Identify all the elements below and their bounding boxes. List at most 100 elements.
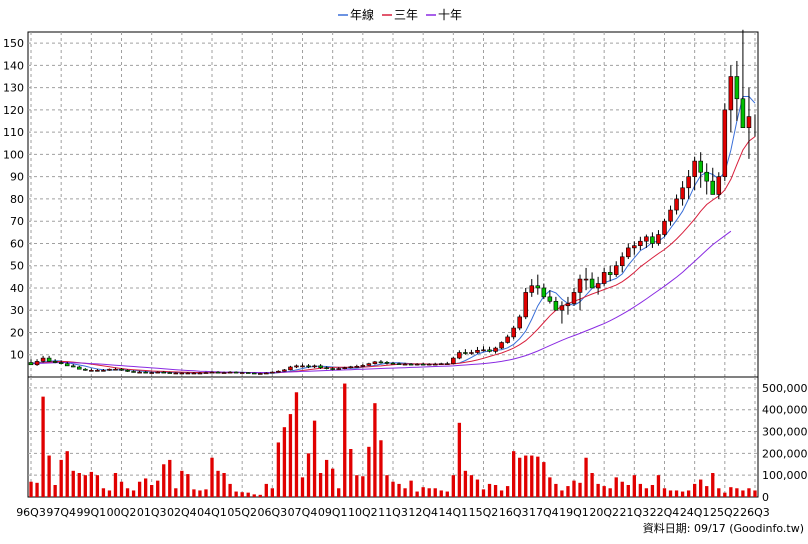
x-tick-label: 04Q1 bbox=[197, 506, 227, 519]
candle-body bbox=[487, 349, 492, 352]
candle-body bbox=[143, 371, 148, 374]
x-tick-label: 99Q1 bbox=[77, 506, 107, 519]
candle-body bbox=[505, 336, 510, 343]
volume-bar bbox=[89, 471, 94, 497]
x-tick-label: 12Q4 bbox=[408, 506, 438, 519]
volume-bar bbox=[493, 485, 498, 497]
candle-body bbox=[710, 180, 716, 195]
candle-body bbox=[426, 363, 432, 366]
volume-bar bbox=[125, 488, 130, 497]
volume-bar bbox=[210, 457, 214, 497]
candle-body bbox=[432, 363, 438, 366]
candle-body bbox=[740, 98, 746, 129]
volume-bar bbox=[596, 483, 600, 497]
volume-bar bbox=[614, 477, 618, 497]
x-axis: 96Q3 97Q4 99Q1 00Q2 01Q3 02Q4 04Q1 05Q2 06Q3 07Q4… bbox=[16, 506, 770, 519]
x-tick-label: 02Q4 bbox=[167, 506, 197, 519]
volume-bar bbox=[391, 481, 395, 497]
candle-body bbox=[644, 236, 649, 242]
volume-bar bbox=[234, 491, 238, 497]
volume-bar bbox=[409, 480, 413, 497]
candle-body bbox=[300, 365, 305, 368]
x-tick-label: 14Q1 bbox=[439, 506, 469, 519]
volume-bar bbox=[674, 490, 679, 497]
price-plot-area bbox=[27, 31, 759, 378]
price-y-tick-label: 40 bbox=[10, 282, 24, 295]
volume-bar bbox=[258, 494, 262, 497]
candle-body bbox=[83, 368, 88, 371]
x-tick-label: 25Q2 bbox=[710, 506, 740, 519]
volume-bar bbox=[228, 483, 232, 497]
volume-bar bbox=[717, 488, 721, 497]
volume-bar bbox=[723, 492, 727, 497]
candle-body bbox=[674, 198, 679, 211]
candle-body bbox=[282, 369, 287, 372]
x-tick-label: 06Q3 bbox=[258, 506, 288, 519]
candle-body bbox=[463, 352, 468, 354]
candle-body bbox=[354, 366, 360, 368]
volume-bar bbox=[397, 483, 401, 497]
volume-bar bbox=[83, 475, 87, 497]
candle-body bbox=[619, 256, 625, 267]
candle-body bbox=[746, 116, 752, 129]
candle-body bbox=[408, 363, 414, 366]
volume-bar bbox=[276, 442, 281, 497]
volume-bar bbox=[294, 392, 299, 497]
volume-bar bbox=[252, 494, 256, 497]
volume-y-tick-label: 400,000 bbox=[762, 404, 808, 417]
candle-body bbox=[559, 305, 565, 311]
volume-bar bbox=[192, 489, 196, 497]
volume-bar bbox=[198, 490, 202, 497]
volume-bar bbox=[137, 481, 142, 497]
volume-bar bbox=[59, 459, 63, 497]
volume-bar bbox=[306, 453, 311, 497]
candle-body bbox=[40, 357, 46, 362]
volume-y-tick-label: 300,000 bbox=[762, 426, 808, 439]
candle-body bbox=[414, 363, 420, 366]
volume-bar bbox=[662, 488, 667, 497]
volume-bar bbox=[638, 483, 643, 497]
candle-body bbox=[276, 370, 281, 373]
volume-bar bbox=[735, 488, 739, 497]
volume-bar bbox=[113, 473, 118, 497]
volume-bar bbox=[107, 490, 112, 497]
candle-body bbox=[662, 220, 667, 235]
volume-bar bbox=[131, 490, 136, 497]
volume-bar bbox=[403, 488, 407, 497]
candle-body bbox=[330, 368, 335, 370]
candle-body bbox=[378, 361, 384, 364]
candle-body bbox=[372, 361, 378, 364]
volume-bar bbox=[288, 414, 293, 497]
volume-bar bbox=[361, 476, 365, 497]
volume-bar bbox=[475, 479, 480, 497]
volume-bar bbox=[337, 488, 341, 497]
candle-body bbox=[366, 363, 372, 366]
candle-body bbox=[215, 371, 221, 374]
candle-body bbox=[161, 371, 167, 374]
volume-bar bbox=[415, 491, 419, 497]
volume-bar bbox=[264, 483, 268, 497]
x-tick-label: 16Q3 bbox=[499, 506, 529, 519]
candle-body bbox=[58, 362, 64, 364]
candle-body bbox=[348, 366, 354, 369]
volume-bar bbox=[481, 489, 486, 497]
candle-body bbox=[197, 372, 203, 375]
candle-body bbox=[294, 365, 299, 368]
volume-bar bbox=[101, 488, 106, 497]
candle-body bbox=[64, 363, 70, 367]
candle-body bbox=[179, 372, 185, 375]
ma-line-1 bbox=[30, 136, 756, 374]
volume-bar bbox=[312, 420, 317, 497]
candle-body bbox=[89, 370, 94, 372]
volume-bar bbox=[156, 480, 160, 497]
price-y-tick-label: 100 bbox=[3, 148, 24, 161]
candle-body bbox=[698, 160, 703, 173]
volume-bar bbox=[650, 485, 655, 497]
volume-bar bbox=[445, 491, 449, 497]
volume-bar bbox=[349, 449, 353, 497]
volume-bar bbox=[602, 486, 606, 497]
candle-body bbox=[125, 370, 130, 372]
volume-bar bbox=[240, 492, 244, 497]
volume-bar bbox=[222, 473, 226, 497]
